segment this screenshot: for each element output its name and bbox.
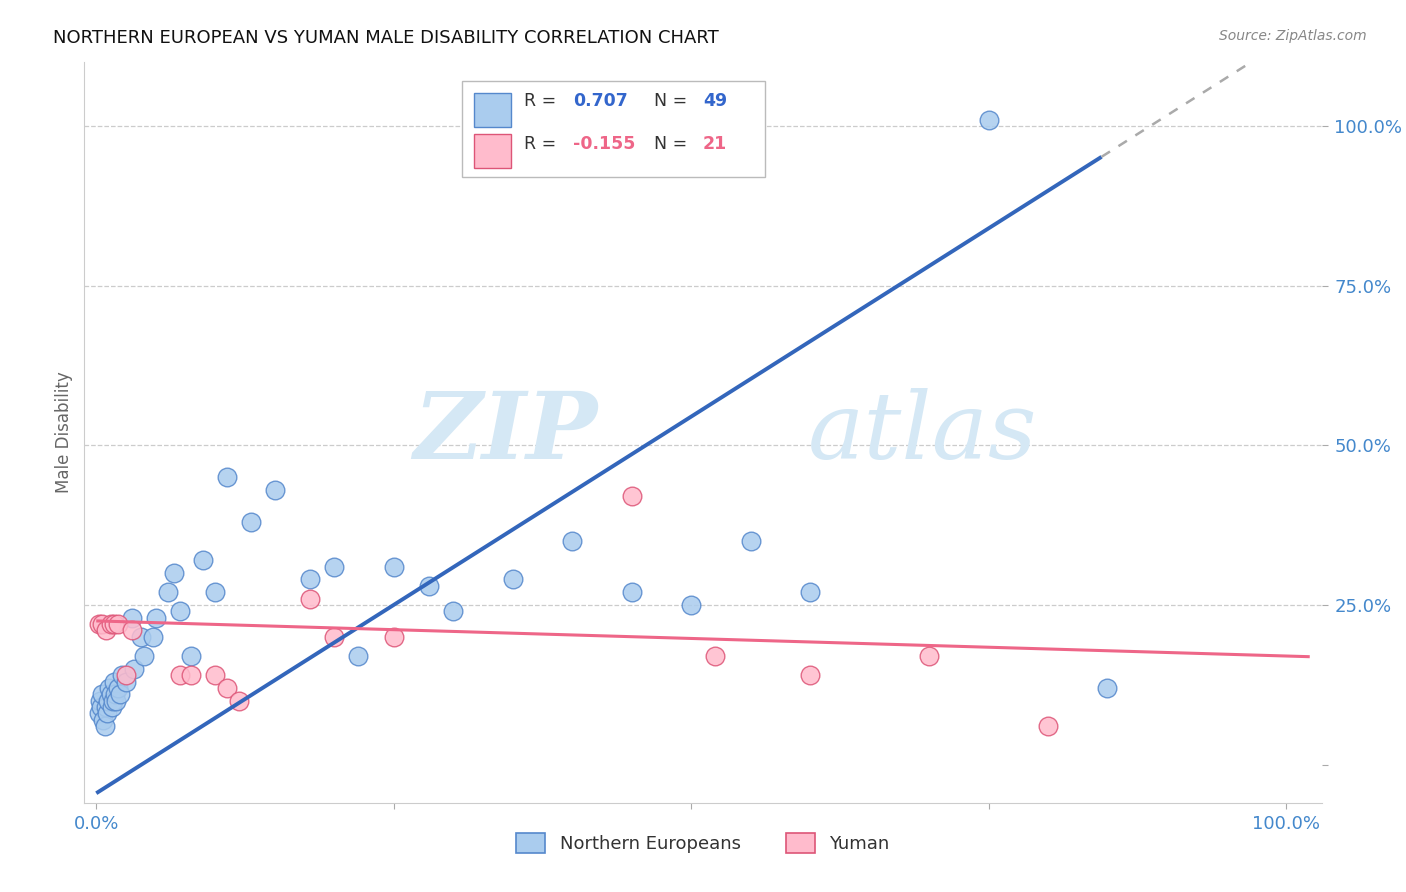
Point (100, 700, 122, 714)
Point (100, 687, 122, 701)
Point (90, 700, 112, 714)
Point (108, 687, 131, 701)
Point (217, 681, 239, 695)
Point (104, 687, 127, 701)
Point (169, 604, 191, 618)
Point (121, 624, 143, 638)
Point (299, 591, 322, 606)
Point (97, 694, 120, 708)
Bar (474, 93, 512, 127)
Point (162, 566, 184, 580)
Point (115, 674, 138, 689)
Point (740, 534, 762, 549)
Bar (474, 135, 512, 169)
Point (107, 681, 129, 695)
Point (142, 630, 165, 644)
Point (323, 559, 346, 574)
Text: -0.155: -0.155 (574, 135, 636, 153)
Point (180, 648, 202, 663)
Point (87, 617, 110, 632)
Point (193, 553, 215, 567)
Point (799, 585, 821, 599)
Point (131, 630, 153, 644)
Text: R =: R = (523, 92, 561, 110)
Text: atlas: atlas (808, 388, 1038, 477)
Point (96, 706, 118, 721)
Point (132, 648, 155, 663)
Point (217, 470, 239, 484)
Point (382, 630, 405, 644)
Point (145, 610, 167, 624)
Point (323, 630, 346, 644)
Point (502, 573, 524, 587)
Point (87, 706, 110, 721)
Point (124, 662, 146, 676)
Point (94, 700, 117, 714)
Point (111, 668, 134, 682)
Point (100, 617, 122, 632)
Point (204, 668, 226, 682)
Point (441, 604, 464, 618)
Point (121, 610, 143, 624)
Point (93, 719, 115, 733)
Point (918, 648, 941, 663)
Point (103, 617, 125, 632)
Point (228, 694, 250, 708)
Point (180, 668, 202, 682)
Text: N =: N = (654, 135, 692, 153)
Point (169, 668, 191, 682)
Point (93, 713, 115, 727)
Text: ZIP: ZIP (413, 388, 598, 477)
Point (91, 687, 114, 701)
Point (103, 674, 125, 689)
Point (263, 483, 285, 497)
Text: 0.707: 0.707 (574, 92, 628, 110)
Point (239, 515, 262, 529)
Point (418, 579, 440, 593)
Point (101, 694, 124, 708)
Point (107, 617, 129, 632)
Text: 49: 49 (703, 92, 727, 110)
Point (681, 598, 703, 612)
Point (977, 112, 1000, 127)
Point (91, 617, 114, 632)
Text: 21: 21 (703, 135, 727, 153)
Point (799, 668, 821, 682)
Y-axis label: Male Disability: Male Disability (55, 372, 73, 493)
Point (156, 585, 179, 599)
Point (561, 534, 583, 549)
Text: NORTHERN EUROPEAN VS YUMAN MALE DISABILITY CORRELATION CHART: NORTHERN EUROPEAN VS YUMAN MALE DISABILI… (53, 29, 720, 46)
Point (620, 490, 643, 504)
Bar (461, 81, 765, 178)
Text: Source: ZipAtlas.com: Source: ZipAtlas.com (1219, 29, 1367, 43)
Point (382, 559, 405, 574)
Point (115, 668, 138, 682)
Legend: Northern Europeans, Yuman: Northern Europeans, Yuman (509, 826, 897, 861)
Point (620, 585, 643, 599)
Point (703, 648, 725, 663)
Point (94, 624, 117, 638)
Point (204, 585, 226, 599)
Point (347, 648, 370, 663)
Point (98, 681, 121, 695)
Point (1036, 719, 1059, 733)
Point (89, 694, 111, 708)
Point (1097, 681, 1119, 695)
Point (299, 573, 322, 587)
Point (105, 694, 128, 708)
Text: R =: R = (523, 135, 561, 153)
Text: N =: N = (654, 92, 692, 110)
